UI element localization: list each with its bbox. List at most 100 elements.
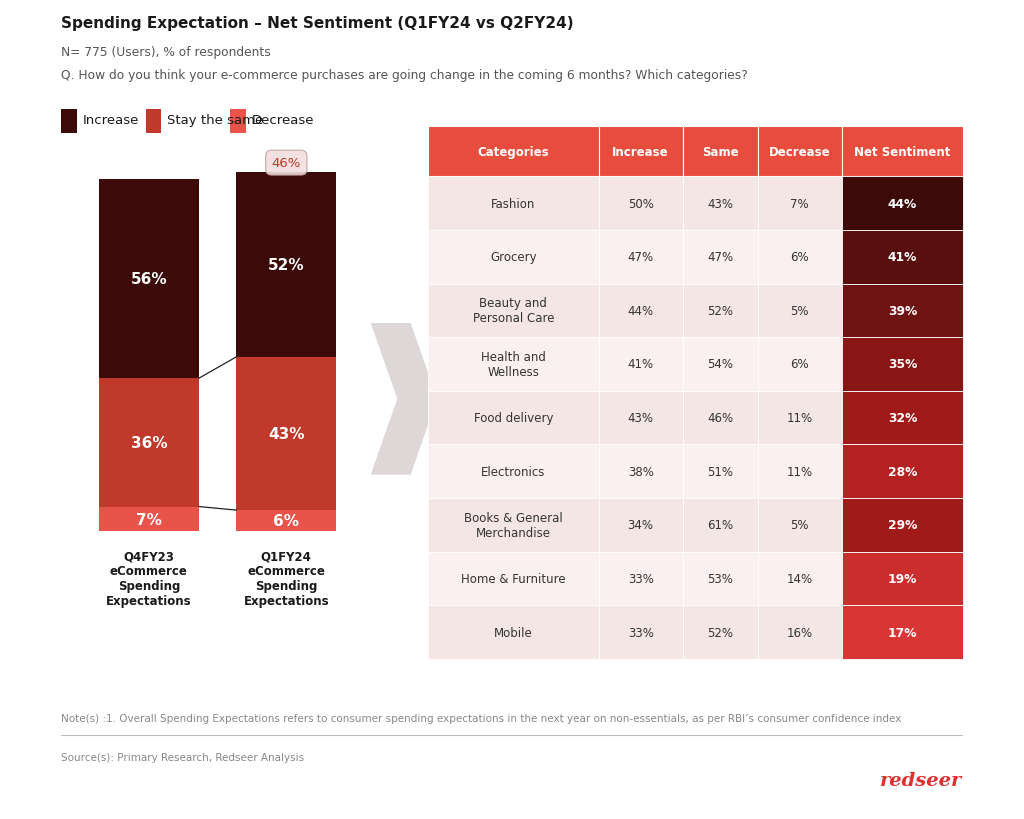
Text: Net Sentiment: Net Sentiment [854,146,950,158]
Text: 52%: 52% [708,626,733,639]
Text: Increase: Increase [83,115,139,127]
Text: Mobile: Mobile [494,626,532,639]
Text: 19%: 19% [888,572,918,586]
Bar [758,337,842,391]
Bar [683,231,758,284]
Bar [842,552,964,606]
Bar [599,337,683,391]
Bar [683,127,758,177]
Text: 43%: 43% [268,427,304,441]
Text: 47%: 47% [628,251,653,264]
Bar [599,499,683,552]
Text: 6%: 6% [791,358,809,371]
Text: 53%: 53% [708,572,733,586]
Text: Home & Furniture: Home & Furniture [461,572,565,586]
Bar [758,391,842,445]
Bar [99,179,199,378]
Bar [599,552,683,606]
Text: Spending Expectation – Net Sentiment (Q1FY24 vs Q2FY24): Spending Expectation – Net Sentiment (Q1… [61,16,574,31]
Bar [683,337,758,391]
Text: 43%: 43% [708,197,733,210]
Text: 5%: 5% [791,305,809,318]
Bar [758,445,842,499]
Bar [428,337,599,391]
Bar [758,284,842,337]
Text: 44%: 44% [888,197,918,210]
Bar [428,391,599,445]
Bar [842,231,964,284]
Text: Note(s) :1. Overall Spending Expectations refers to consumer spending expectatio: Note(s) :1. Overall Spending Expectation… [61,713,902,723]
Bar [758,177,842,231]
Bar [599,177,683,231]
Text: 41%: 41% [628,358,653,371]
Bar [842,284,964,337]
Text: 28%: 28% [888,465,918,478]
Text: Source(s): Primary Research, Redseer Analysis: Source(s): Primary Research, Redseer Ana… [61,752,304,762]
Bar [758,606,842,659]
Text: Food delivery: Food delivery [474,412,553,424]
Text: N= 775 (Users), % of respondents: N= 775 (Users), % of respondents [61,46,271,59]
Bar [599,127,683,177]
Text: 35%: 35% [888,358,918,371]
Text: 7%: 7% [136,512,162,527]
Text: Grocery: Grocery [490,251,537,264]
Bar [758,127,842,177]
Bar [842,606,964,659]
Polygon shape [371,324,437,475]
Text: 61%: 61% [708,518,733,532]
Bar [237,357,336,510]
Bar [683,391,758,445]
Text: Health and
Wellness: Health and Wellness [481,351,546,378]
Text: 38%: 38% [628,465,653,478]
Bar [683,499,758,552]
Text: 11%: 11% [786,412,813,424]
Text: 54%: 54% [708,358,733,371]
Text: 56%: 56% [131,272,167,287]
Text: 17%: 17% [888,626,918,639]
Text: 51%: 51% [708,465,733,478]
Bar [428,127,599,177]
Text: 6%: 6% [273,514,299,528]
Bar [428,606,599,659]
Bar [237,510,336,532]
Bar [237,172,336,357]
Bar [428,445,599,499]
Bar [599,231,683,284]
Text: 34%: 34% [628,518,653,532]
Bar [758,499,842,552]
Text: 47%: 47% [708,251,733,264]
Text: 16%: 16% [786,626,813,639]
Text: Fashion: Fashion [492,197,536,210]
Text: 39%: 39% [888,305,918,318]
Text: 33%: 33% [628,626,653,639]
Bar [599,606,683,659]
Bar [428,552,599,606]
Bar [683,552,758,606]
Bar [428,231,599,284]
Bar [599,284,683,337]
Bar [428,177,599,231]
Bar [758,552,842,606]
Bar [842,391,964,445]
Bar [199,176,237,532]
Text: 50%: 50% [628,197,653,210]
Bar [842,177,964,231]
Text: 14%: 14% [786,572,813,586]
Text: Decrease: Decrease [252,115,314,127]
Text: Same: Same [701,146,738,158]
Bar [683,445,758,499]
Bar [61,110,77,133]
Text: Beauty and
Personal Care: Beauty and Personal Care [473,297,554,325]
Bar [683,177,758,231]
Text: 46%: 46% [708,412,733,424]
Bar [230,110,246,133]
Bar [842,499,964,552]
Text: 5%: 5% [791,518,809,532]
Bar [683,284,758,337]
Text: 7%: 7% [791,197,809,210]
Text: Decrease: Decrease [769,146,830,158]
Text: 6%: 6% [791,251,809,264]
Bar [683,606,758,659]
Text: 43%: 43% [628,412,653,424]
Bar [99,507,199,532]
